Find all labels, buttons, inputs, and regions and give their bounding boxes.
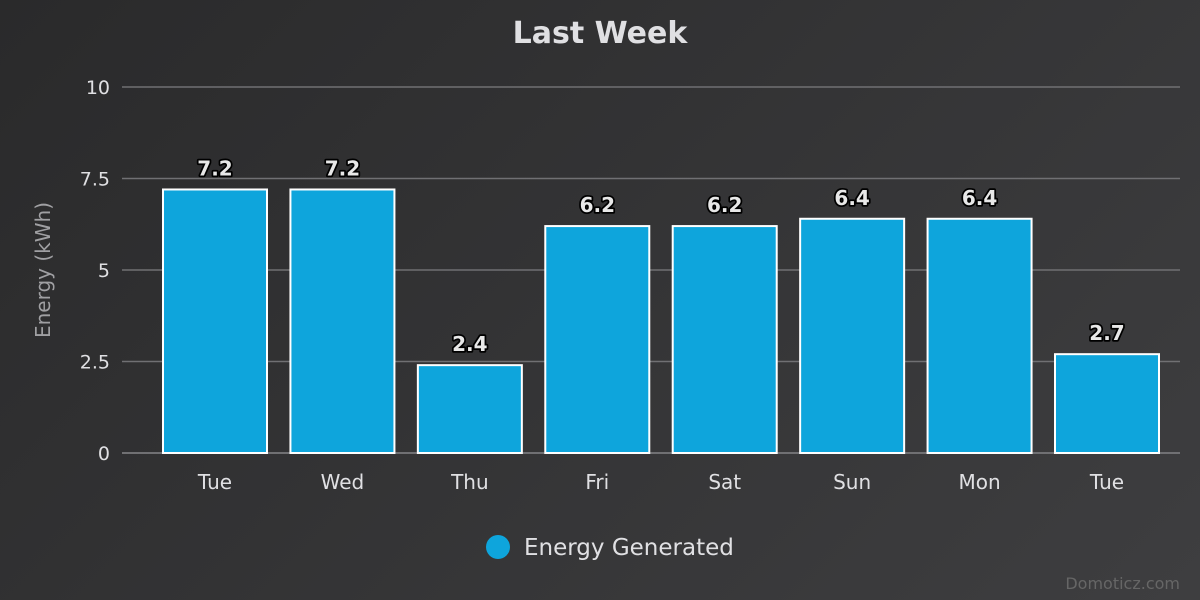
- data-label: 6.4: [962, 186, 997, 210]
- bar[interactable]: [926, 217, 1033, 454]
- x-tick-label: Tue: [197, 470, 232, 494]
- bar[interactable]: [162, 188, 268, 454]
- x-tick-label: Tue: [1089, 470, 1124, 494]
- bar[interactable]: [799, 217, 906, 454]
- data-label: 2.7: [1089, 321, 1124, 345]
- data-label: 6.2: [707, 193, 742, 217]
- bar-series: [162, 188, 1160, 454]
- legend-marker[interactable]: [486, 535, 510, 559]
- data-label: 7.2: [197, 156, 232, 180]
- y-tick-label: 10: [86, 77, 110, 99]
- data-label: 2.4: [452, 332, 487, 356]
- y-axis-title: Energy (kWh): [31, 202, 55, 338]
- legend[interactable]: Energy Generated: [486, 535, 734, 561]
- legend-label[interactable]: Energy Generated: [524, 535, 734, 561]
- data-label: 7.2: [325, 156, 360, 180]
- y-tick-label: 2.5: [80, 352, 110, 374]
- x-tick-label: Sun: [833, 470, 871, 494]
- x-tick-label: Wed: [321, 470, 365, 494]
- x-tick-label: Fri: [585, 470, 609, 494]
- data-label: 6.4: [834, 186, 869, 210]
- bar[interactable]: [416, 364, 523, 454]
- bar[interactable]: [1054, 353, 1160, 454]
- y-tick-label: 5: [98, 260, 110, 282]
- bar[interactable]: [544, 225, 651, 454]
- chart-title: Last Week: [513, 16, 689, 51]
- x-tick-label: Mon: [958, 470, 1000, 494]
- x-tick-label: Sat: [708, 470, 741, 494]
- x-axis-ticks: Tue Wed Thu Fri Sat Sun Mon Tue: [197, 470, 1124, 494]
- x-tick-label: Thu: [450, 470, 489, 494]
- bar[interactable]: [289, 188, 396, 454]
- bar[interactable]: [671, 225, 778, 454]
- data-label: 6.2: [580, 193, 615, 217]
- y-tick-label: 7.5: [80, 169, 110, 191]
- credits-link[interactable]: Domoticz.com: [1065, 574, 1180, 593]
- y-tick-label: 0: [98, 443, 110, 465]
- y-axis-ticks: 0 2.5 5 7.5 10: [80, 77, 110, 465]
- data-labels: 7.2 7.2 2.4 6.2 6.2 6.4 6.4 2.7: [196, 155, 1127, 358]
